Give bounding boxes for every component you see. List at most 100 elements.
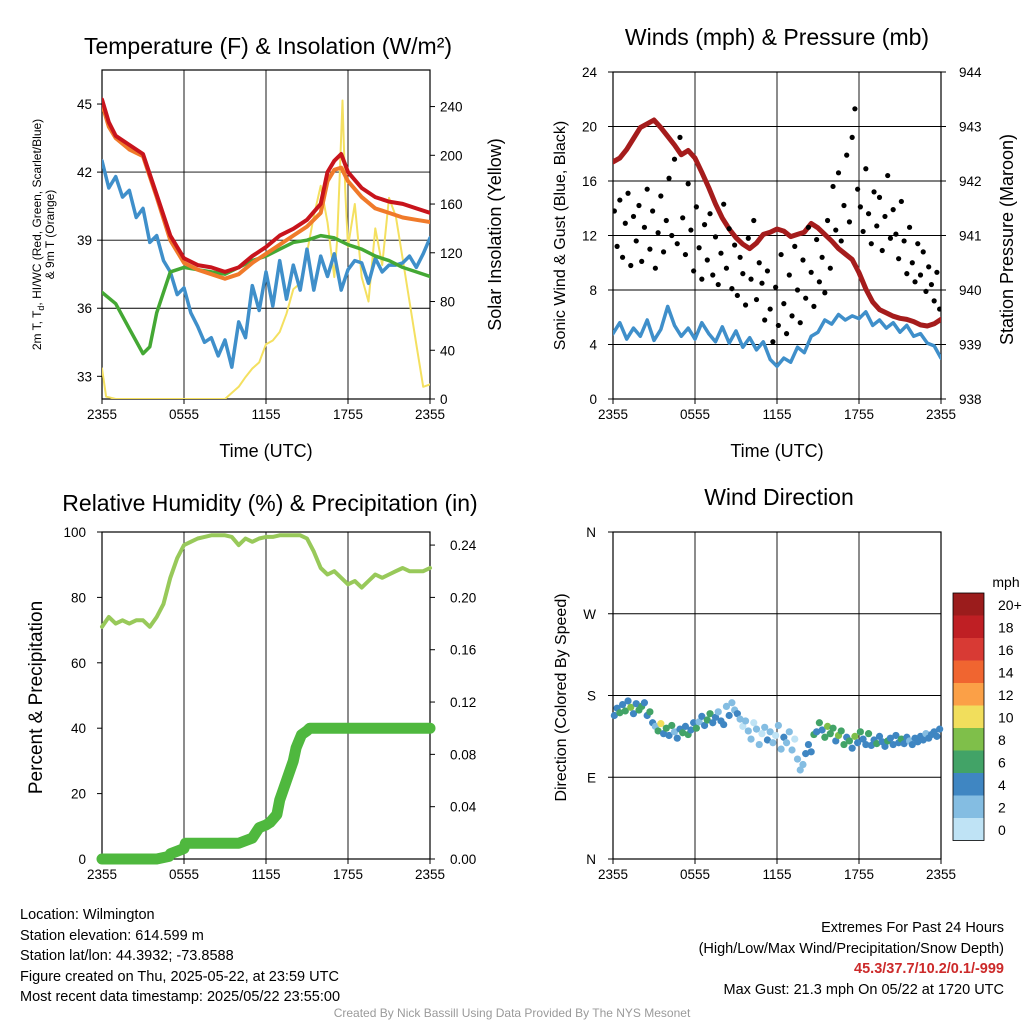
wind-direction-point [711, 713, 720, 721]
wind-direction-point [936, 725, 944, 733]
temperature-x-tick-label: 1155 [251, 407, 280, 422]
winds-gust-point [838, 238, 844, 244]
wind-direction-point [662, 724, 670, 732]
wind-direction-point [725, 711, 733, 720]
winds-y2-tick-label: 942 [959, 174, 982, 189]
temperature-y2-tick-label: 240 [440, 100, 463, 115]
winds-gust-point [770, 339, 776, 345]
wind-direction-point [736, 715, 744, 723]
winds-gust-point [775, 322, 781, 329]
wind-direction-point [618, 700, 627, 709]
wind-direction-point [807, 748, 815, 756]
wind-direction-point [802, 750, 810, 758]
winds-gust-point [928, 281, 935, 288]
colorbar-swatch [953, 795, 984, 818]
winds-gust-point [701, 222, 708, 228]
winds-gust-point [835, 170, 842, 176]
winds-x-label: Time (UTC) [730, 441, 823, 461]
winds-gust-point [762, 317, 768, 323]
winds-gust-point [655, 230, 661, 236]
winds-gust-point [699, 276, 705, 282]
winds-gust-point [934, 269, 940, 275]
winds-gust-point [764, 268, 771, 274]
max-gust: Max Gust: 21.3 mph On 05/22 at 1720 UTC [723, 981, 1004, 998]
winds-y-tick-label: 0 [589, 392, 597, 407]
humidity-x-tick-label: 0555 [169, 867, 199, 882]
winds-gust-point [827, 265, 833, 271]
winds-gust-point [628, 262, 634, 269]
humidity-title: Relative Humidity (%) & Precipitation (i… [62, 490, 477, 516]
temperature-y-tick-label: 36 [77, 301, 92, 316]
winds-gust-point [931, 298, 937, 304]
wind-direction-point [722, 702, 731, 711]
winds-gust-point [671, 156, 678, 162]
winds-y-tick-label: 24 [582, 65, 598, 80]
winds-gust-point [613, 208, 617, 214]
colorbar-label: 0 [998, 822, 1006, 838]
winds-x-tick-label: 2355 [598, 407, 628, 422]
wind-direction-title: Wind Direction [704, 484, 854, 510]
wind-direction-point [692, 724, 700, 732]
wind-direction-point [747, 735, 755, 743]
wind-direction-point [709, 719, 717, 727]
wind-speed-colorbar: mph 20+ 18 16 14 12 10 8 6 4 2 0 [952, 574, 1022, 841]
winds-gust-point [830, 183, 836, 190]
wind-direction-point [629, 710, 638, 718]
winds-gust-point [923, 288, 929, 294]
winds-gust-point [783, 331, 790, 337]
humidity-y2-tick-label: 0.20 [450, 590, 476, 605]
colorbar-swatch [953, 818, 984, 841]
wind-direction-point [826, 730, 834, 738]
colorbar-swatch [953, 660, 984, 683]
wind-direction-point [813, 728, 821, 736]
humidity-y-tick-label: 40 [71, 721, 86, 736]
winds-gust-point [644, 186, 650, 192]
wind-direction-point [818, 726, 826, 734]
winds-gust-point [855, 186, 861, 192]
wind-direction-point [761, 723, 769, 731]
winds-y2-tick-label: 940 [959, 283, 982, 298]
station-elevation: Station elevation: 614.599 m [20, 927, 204, 944]
temperature-x-tick-label: 1755 [333, 407, 363, 422]
humidity-y2-tick-label: 0.12 [450, 695, 476, 710]
temperature-y-label-rest: , HI/WC (Red, Green, Scarlet/Blue) [30, 119, 44, 306]
wind-direction-point [873, 740, 881, 748]
wind_direction-x-tick-label: 2355 [926, 867, 956, 882]
wind-direction-y-tick-label: S [587, 689, 596, 704]
humidity-series-precip [96, 722, 436, 865]
temperature-series [102, 97, 430, 399]
wind-direction-point [659, 730, 668, 738]
temperature-y-label-sub: d [36, 306, 46, 311]
station-info: Location: Wilmington Station elevation: … [20, 905, 340, 1008]
wind-direction-point [750, 719, 758, 727]
wind-direction-point [791, 735, 799, 743]
winds-y2-tick-label: 944 [959, 65, 982, 80]
wind-direction-point [862, 740, 870, 749]
winds-gust-point [663, 217, 669, 224]
humidity-y2-tick-label: 0.16 [450, 643, 476, 658]
wind-direction-point [700, 721, 709, 730]
winds-gust-point [660, 249, 667, 255]
wind-direction-point [933, 732, 941, 740]
temperature-y2-label: Solar Insolation (Yellow) [485, 138, 505, 330]
winds-gust-point [614, 243, 620, 249]
winds-gust-point [753, 296, 760, 303]
winds-y-tick-label: 16 [582, 174, 597, 189]
winds-gust-point [680, 215, 686, 221]
wind-direction-y-tick-label: W [583, 607, 596, 622]
wind-direction-point [654, 727, 662, 735]
winds-gust-point [691, 268, 697, 274]
wind-direction-point [859, 735, 867, 743]
winds-y-tick-label: 12 [582, 229, 597, 244]
winds-gust-point [879, 247, 885, 254]
winds-gust-point [650, 208, 656, 214]
winds-gust-point [833, 227, 839, 233]
winds-gust-point [816, 279, 822, 285]
wind-direction-point [881, 742, 889, 750]
wind-direction-point [774, 721, 782, 730]
colorbar-label: 2 [998, 800, 1006, 816]
colorbar-label: 16 [998, 642, 1014, 658]
winds-gust-point [849, 134, 855, 140]
wind-direction-point [763, 736, 772, 744]
